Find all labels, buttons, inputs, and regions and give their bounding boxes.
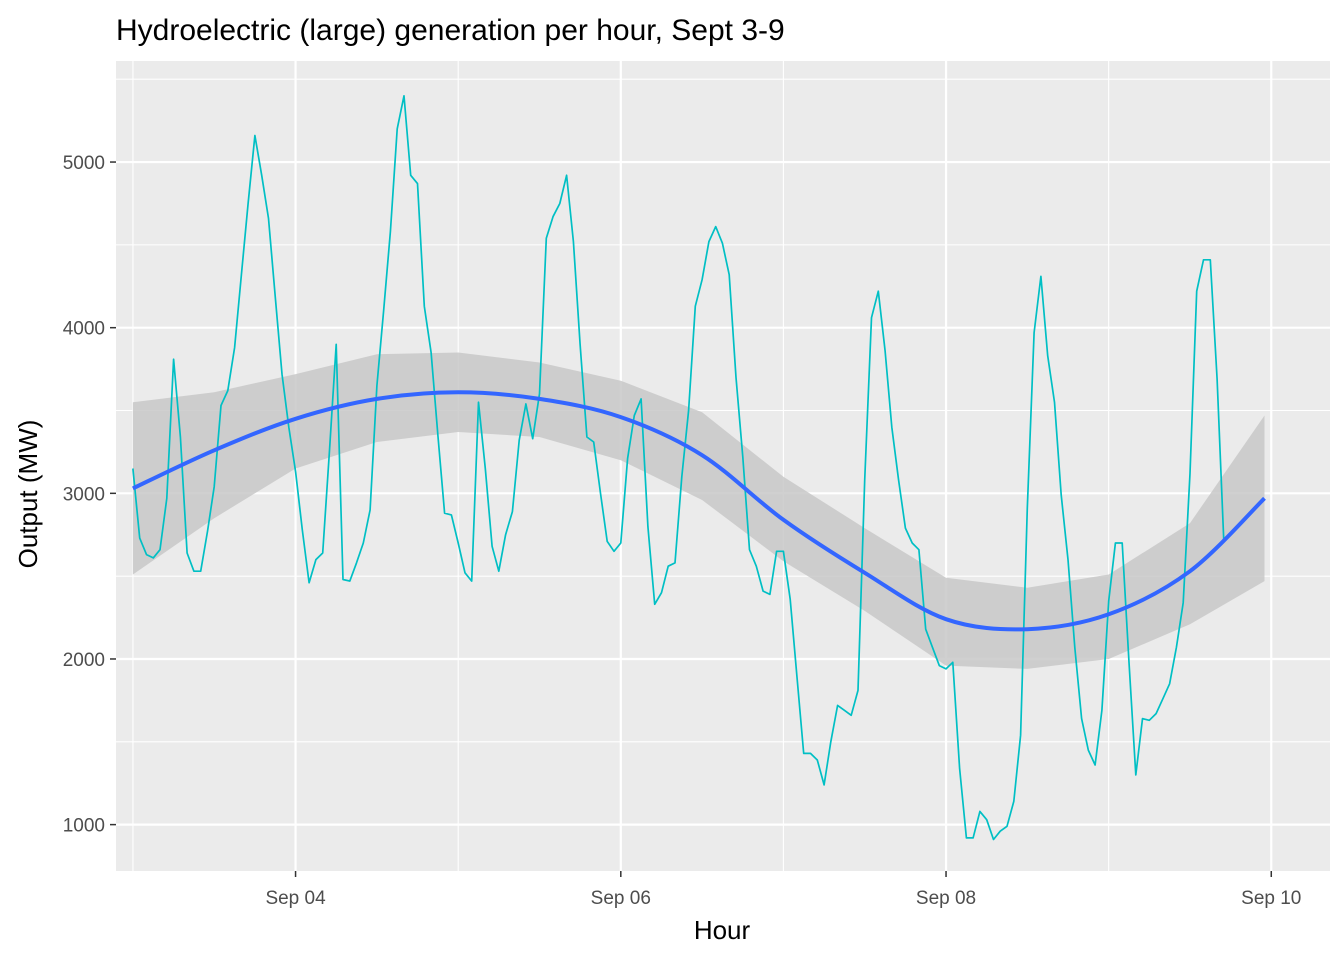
x-tick-label: Sep 08 [916, 888, 976, 909]
x-tick-label: Sep 06 [591, 888, 651, 909]
y-tick-label: 2000 [63, 650, 105, 671]
y-axis-ticks: 1000 2000 3000 4000 5000 [63, 153, 116, 837]
y-tick-label: 1000 [63, 816, 105, 837]
chart-title: Hydroelectric (large) generation per hou… [116, 14, 785, 47]
y-axis-title: Output (MW) [13, 420, 43, 569]
y-tick-label: 3000 [63, 484, 105, 505]
x-axis-ticks: Sep 04 Sep 06 Sep 08 Sep 10 [265, 871, 1301, 909]
x-tick-label: Sep 04 [265, 888, 326, 909]
hourly-output-line [132, 94, 1225, 841]
y-tick-label: 5000 [63, 153, 105, 174]
x-axis-title: Hour [694, 915, 751, 945]
x-tick-label: Sep 10 [1241, 888, 1301, 909]
smoothed-trend-line [132, 390, 1266, 632]
confidence-ribbon [132, 352, 1265, 669]
y-tick-label: 4000 [63, 319, 105, 340]
